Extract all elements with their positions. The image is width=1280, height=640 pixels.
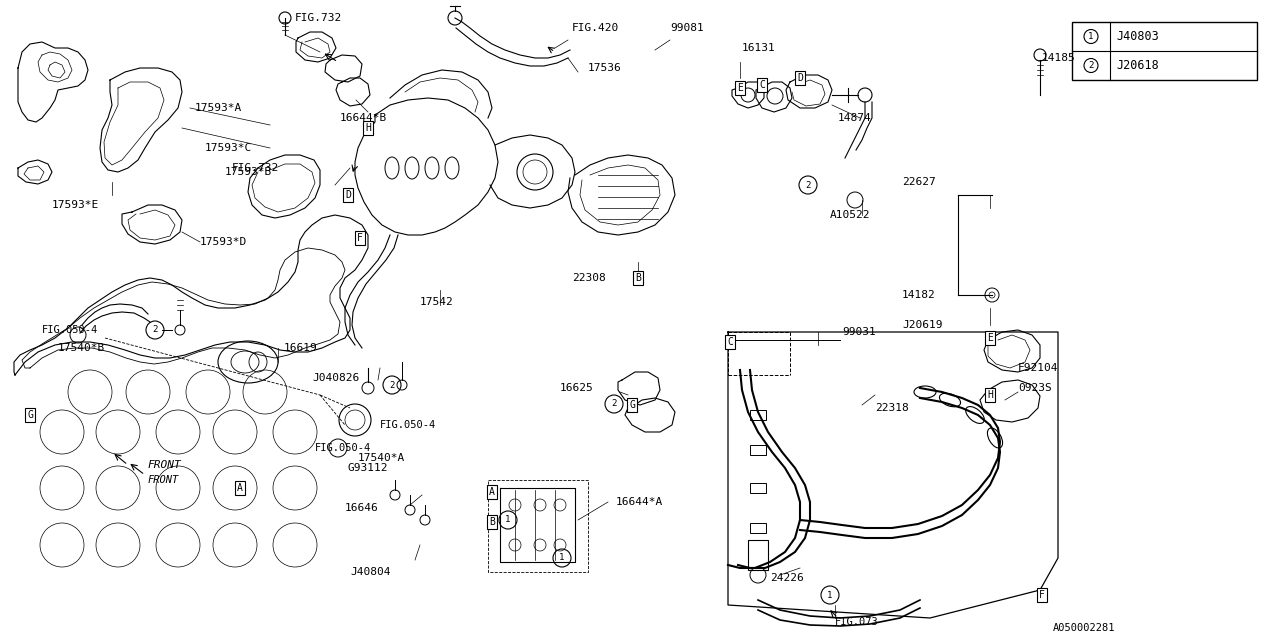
Text: FIG.050-4: FIG.050-4 <box>380 420 436 430</box>
Text: FIG.050-4: FIG.050-4 <box>42 325 99 335</box>
Text: 14185: 14185 <box>1042 53 1075 63</box>
Text: 17540*B: 17540*B <box>58 343 105 353</box>
Text: E: E <box>737 83 742 93</box>
Text: 16625: 16625 <box>561 383 594 393</box>
Text: 22308: 22308 <box>572 273 605 283</box>
Text: B: B <box>635 273 641 283</box>
Text: 17593*D: 17593*D <box>200 237 247 247</box>
Text: FIG.050-4: FIG.050-4 <box>315 443 371 453</box>
Text: 22627: 22627 <box>902 177 936 187</box>
Text: 16646: 16646 <box>346 503 379 513</box>
Text: FIG.732: FIG.732 <box>294 13 342 23</box>
Text: D: D <box>797 73 803 83</box>
Text: J20618: J20618 <box>1116 59 1158 72</box>
Text: A10522: A10522 <box>829 210 870 220</box>
Text: J40804: J40804 <box>349 567 390 577</box>
Text: 1: 1 <box>559 554 564 563</box>
Text: H: H <box>365 123 371 133</box>
Text: 17593*A: 17593*A <box>195 103 242 113</box>
Text: 2: 2 <box>612 399 617 408</box>
Text: 2: 2 <box>805 180 810 189</box>
Text: J40803: J40803 <box>1116 30 1158 43</box>
Text: FIG.420: FIG.420 <box>572 23 620 33</box>
Text: G: G <box>27 410 33 420</box>
Text: F: F <box>1039 590 1044 600</box>
Text: FRONT: FRONT <box>148 460 182 470</box>
Bar <box>488 480 588 572</box>
Text: 17542: 17542 <box>420 297 453 307</box>
Text: 1: 1 <box>1088 32 1093 41</box>
Text: 2: 2 <box>152 326 157 335</box>
Text: 17593*C: 17593*C <box>205 143 252 153</box>
Text: F: F <box>357 233 364 243</box>
Text: 99031: 99031 <box>842 327 876 337</box>
Text: D: D <box>346 190 351 200</box>
Text: A: A <box>237 483 243 493</box>
Text: J040826: J040826 <box>312 373 360 383</box>
Text: 1: 1 <box>506 515 511 525</box>
Text: FRONT: FRONT <box>148 475 179 485</box>
Text: 22318: 22318 <box>876 403 909 413</box>
Bar <box>750 445 765 455</box>
Text: 0923S: 0923S <box>1018 383 1052 393</box>
Text: G: G <box>628 400 635 410</box>
Text: B: B <box>489 517 495 527</box>
Text: H: H <box>987 390 993 400</box>
Text: 99081: 99081 <box>669 23 704 33</box>
Text: 16619: 16619 <box>284 343 317 353</box>
Bar <box>748 540 768 570</box>
Text: 17540*A: 17540*A <box>358 453 406 463</box>
Text: 16131: 16131 <box>742 43 776 53</box>
Text: 17593*E: 17593*E <box>52 200 100 210</box>
Text: E: E <box>987 333 993 343</box>
Bar <box>750 483 765 493</box>
Text: FIG.073: FIG.073 <box>835 617 879 627</box>
Text: FIG.732: FIG.732 <box>232 163 279 173</box>
Text: G93112: G93112 <box>348 463 389 473</box>
Text: 2: 2 <box>389 381 394 390</box>
Text: A: A <box>489 487 495 497</box>
Bar <box>750 523 765 533</box>
Text: J20619: J20619 <box>902 320 942 330</box>
Bar <box>750 410 765 420</box>
Text: 1: 1 <box>827 591 833 600</box>
Text: 16644*A: 16644*A <box>616 497 663 507</box>
Text: 24226: 24226 <box>771 573 804 583</box>
Text: 14874: 14874 <box>838 113 872 123</box>
Bar <box>1073 22 1257 80</box>
Text: C: C <box>727 337 733 347</box>
Text: 14182: 14182 <box>902 290 936 300</box>
Text: 16644*B: 16644*B <box>340 113 388 123</box>
Text: F92104: F92104 <box>1018 363 1059 373</box>
Text: 17593*B: 17593*B <box>225 167 273 177</box>
Text: 2: 2 <box>1088 61 1093 70</box>
Text: A050002281: A050002281 <box>1052 623 1115 633</box>
Text: C: C <box>759 80 765 90</box>
Text: 17536: 17536 <box>588 63 622 73</box>
